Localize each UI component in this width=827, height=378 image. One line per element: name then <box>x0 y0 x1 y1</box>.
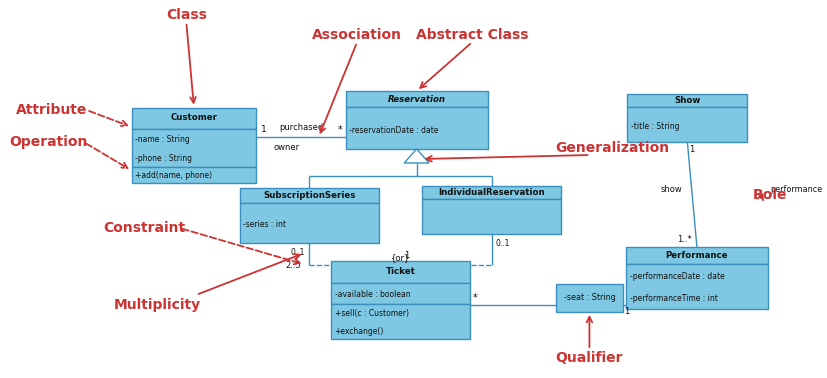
Text: {or}: {or} <box>390 253 410 262</box>
Text: performance: performance <box>770 185 822 194</box>
Text: owner: owner <box>274 143 299 152</box>
Text: IndividualReservation: IndividualReservation <box>438 188 545 197</box>
Text: -performanceDate : date: -performanceDate : date <box>629 272 724 281</box>
Text: -performanceTime : int: -performanceTime : int <box>629 294 718 304</box>
Text: Class: Class <box>166 8 207 22</box>
Text: Customer: Customer <box>170 113 218 122</box>
Text: Generalization: Generalization <box>556 141 670 155</box>
Bar <box>556 284 623 312</box>
Text: -series : int: -series : int <box>243 220 286 229</box>
Bar <box>626 264 768 309</box>
Text: Ticket: Ticket <box>385 267 415 276</box>
Text: +exchange(): +exchange() <box>335 327 384 336</box>
Text: 1: 1 <box>404 251 409 260</box>
Text: Reservation: Reservation <box>388 94 446 104</box>
Text: -seat : String: -seat : String <box>563 293 615 302</box>
Text: Attribute: Attribute <box>17 103 88 117</box>
Text: Multiplicity: Multiplicity <box>114 298 201 312</box>
Text: Constraint: Constraint <box>103 221 185 235</box>
Bar <box>628 107 748 142</box>
Text: 1: 1 <box>624 307 629 316</box>
Bar <box>331 283 470 304</box>
Bar <box>346 91 488 107</box>
Polygon shape <box>404 149 429 163</box>
Text: +add(name, phone): +add(name, phone) <box>136 171 213 180</box>
Text: -available : boolean: -available : boolean <box>335 290 410 299</box>
Text: 0..1: 0..1 <box>495 240 509 248</box>
Text: 1: 1 <box>261 125 267 135</box>
Bar <box>131 107 256 129</box>
Bar <box>422 186 561 200</box>
Bar <box>331 261 470 283</box>
Text: -name : String: -name : String <box>136 135 190 144</box>
Text: *: * <box>472 293 477 303</box>
Text: Operation: Operation <box>9 135 88 149</box>
Text: -reservationDate : date: -reservationDate : date <box>350 126 439 135</box>
Text: 2..5: 2..5 <box>285 262 302 271</box>
Text: purchased: purchased <box>279 122 323 132</box>
Text: +sell(c : Customer): +sell(c : Customer) <box>335 309 409 318</box>
Text: Performance: Performance <box>666 251 729 260</box>
Bar <box>628 94 748 107</box>
Text: Association: Association <box>312 28 402 42</box>
Text: 1: 1 <box>690 144 695 153</box>
Text: 0..1: 0..1 <box>291 248 305 257</box>
Bar <box>626 247 768 264</box>
Text: Show: Show <box>674 96 700 105</box>
Text: -phone : String: -phone : String <box>136 154 193 163</box>
Text: Qualifier: Qualifier <box>556 351 624 365</box>
Text: SubscriptionSeries: SubscriptionSeries <box>263 191 356 200</box>
Bar <box>131 167 256 183</box>
Text: show: show <box>661 185 682 194</box>
Bar <box>331 304 470 339</box>
Text: -title : String: -title : String <box>631 122 680 131</box>
Bar <box>131 129 256 167</box>
Bar <box>240 187 379 203</box>
Text: Role: Role <box>753 188 787 202</box>
Bar <box>422 200 561 234</box>
Text: *: * <box>337 125 342 135</box>
Text: Abstract Class: Abstract Class <box>416 28 528 42</box>
Text: 1..*: 1..* <box>677 235 692 245</box>
Bar <box>240 203 379 243</box>
Bar <box>346 107 488 149</box>
